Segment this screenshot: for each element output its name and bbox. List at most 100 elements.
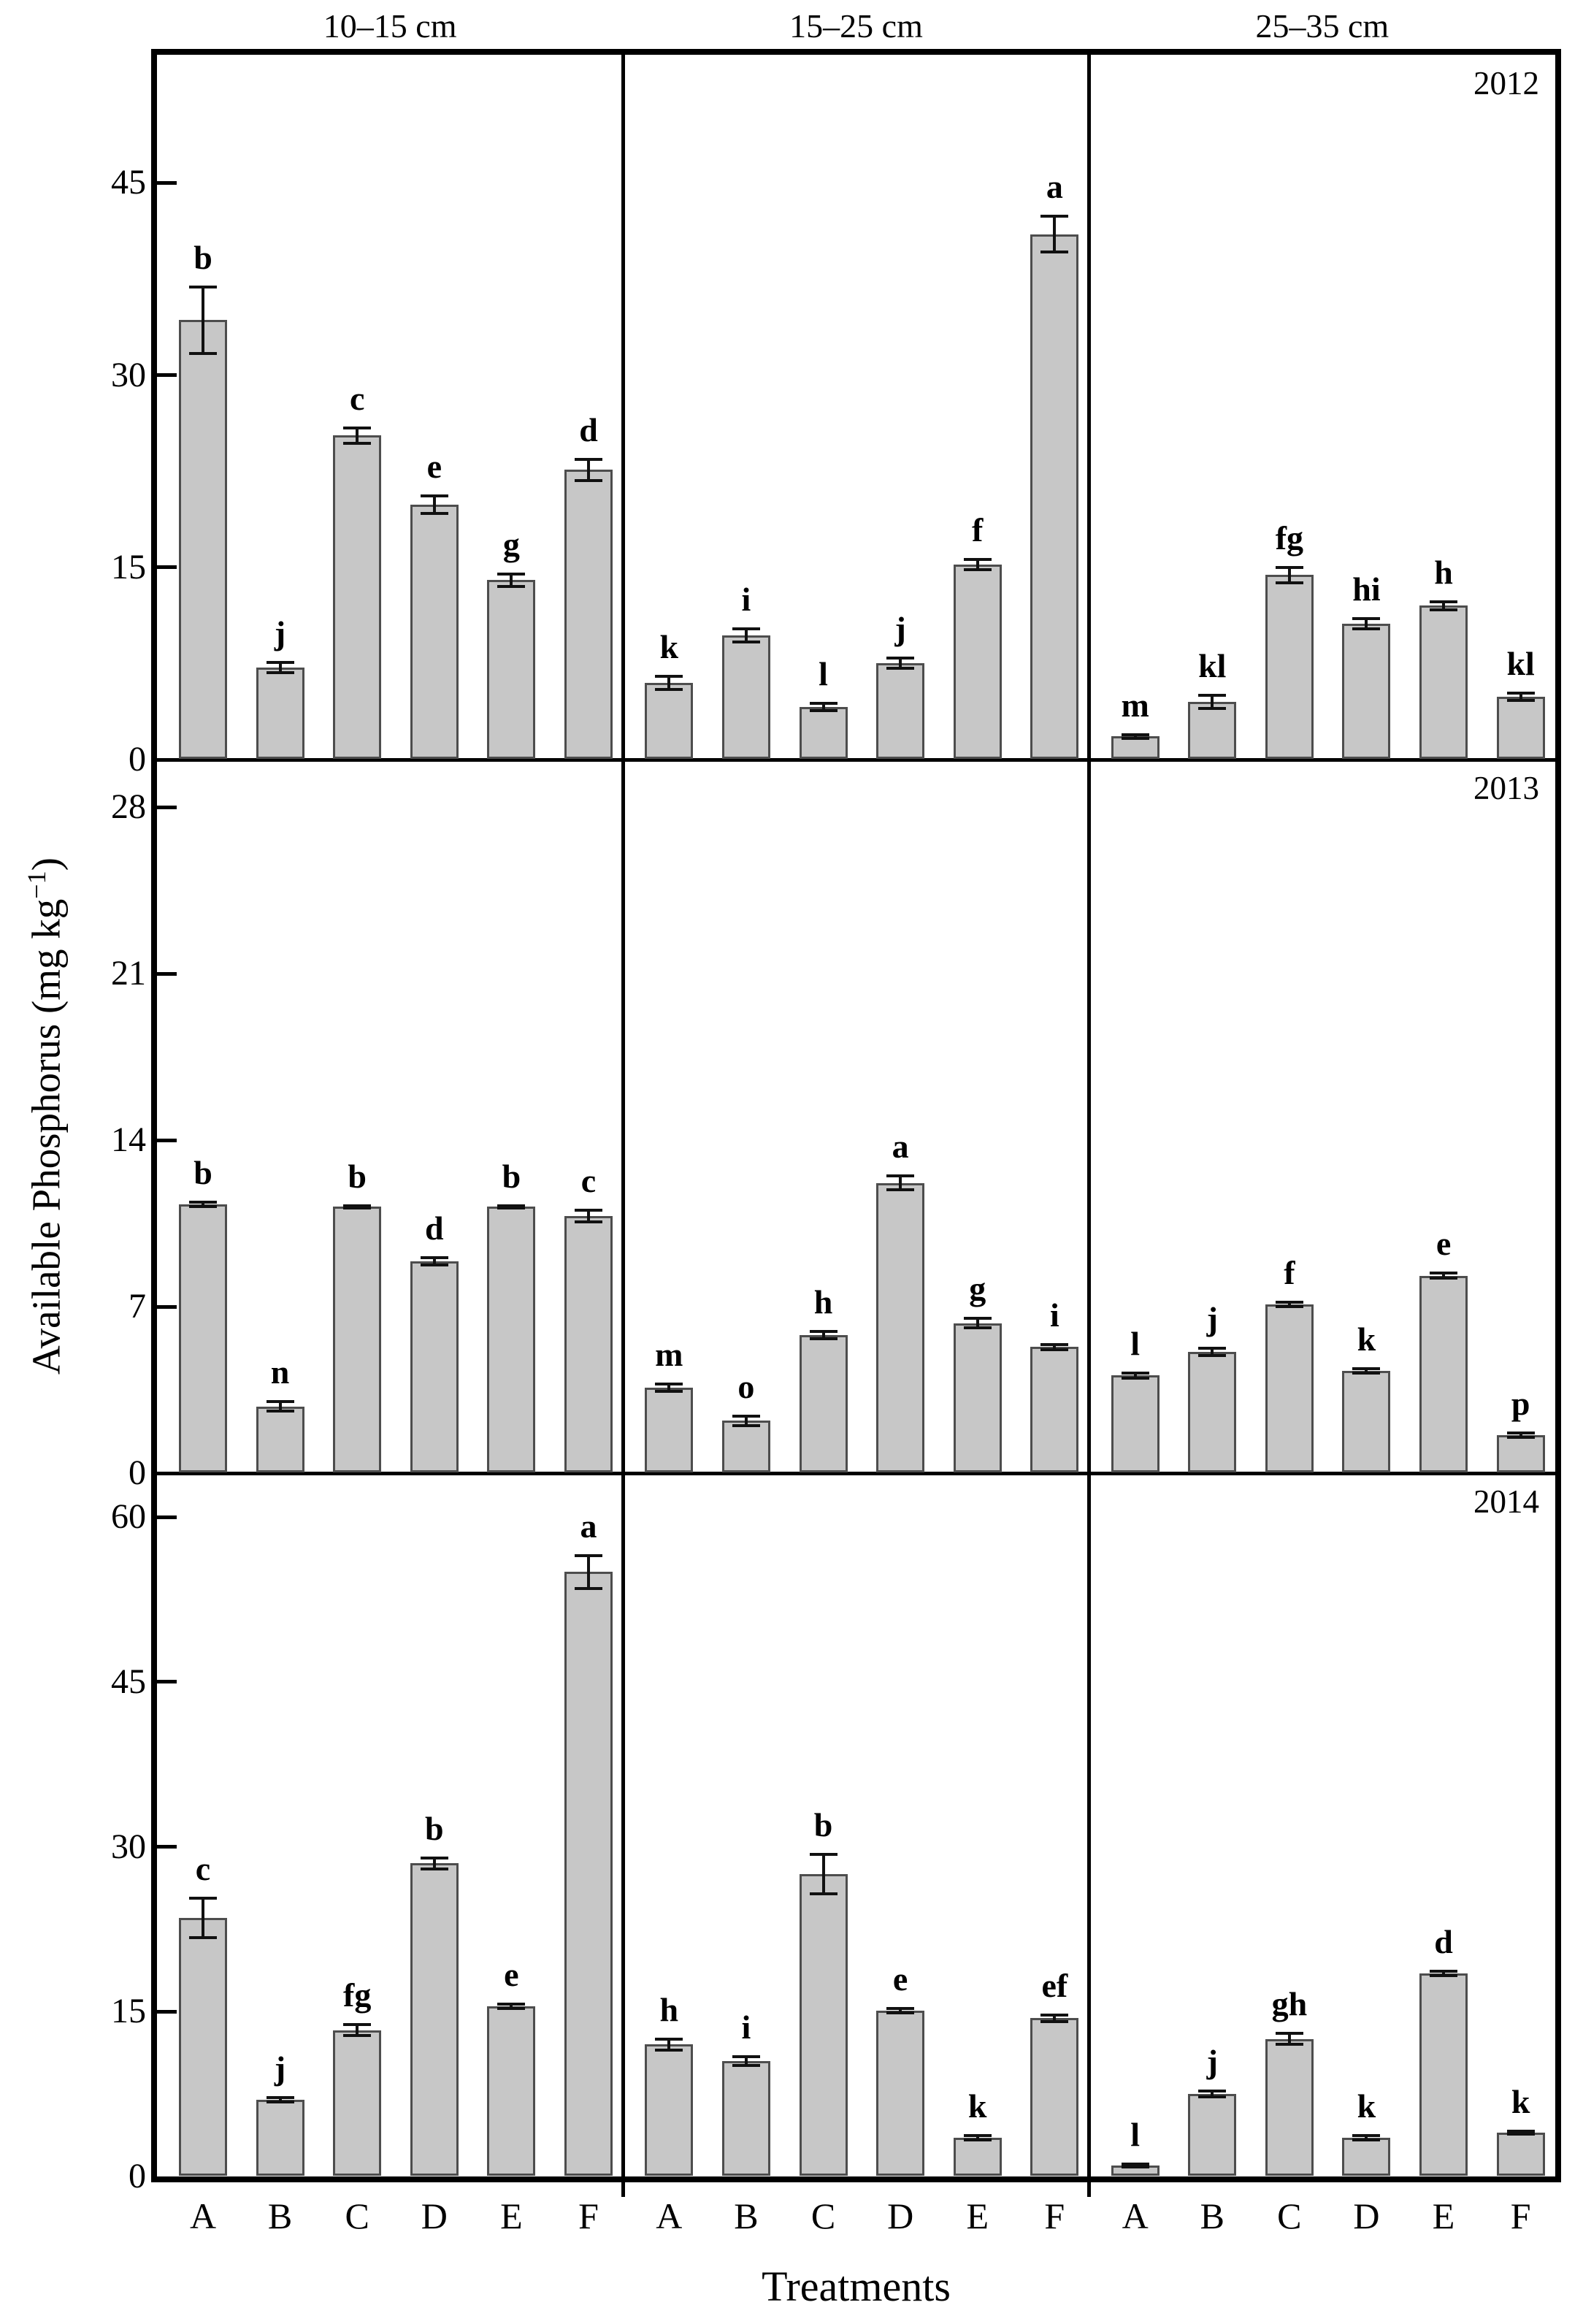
treatment-letter: B bbox=[1200, 2195, 1224, 2236]
error-bar-cap-bottom bbox=[809, 1892, 838, 1896]
significance-letter: e bbox=[426, 447, 442, 485]
error-bar-cap-bottom bbox=[575, 1220, 602, 1224]
error-bar-cap-top bbox=[1121, 1372, 1149, 1375]
bar bbox=[256, 2099, 304, 2176]
error-bar bbox=[432, 1857, 436, 1869]
error-bar bbox=[1287, 1301, 1291, 1307]
error-bar-cap-bottom bbox=[1506, 699, 1535, 703]
bar bbox=[333, 435, 382, 759]
y-tick-label: 0 bbox=[129, 2157, 146, 2195]
error-bar bbox=[1442, 1971, 1446, 1976]
significance-letter: e bbox=[892, 1960, 908, 1998]
error-bar-cap-top bbox=[1040, 2013, 1069, 2017]
error-bar-cap-top bbox=[1121, 733, 1149, 736]
treatment-letter: C bbox=[1277, 2195, 1302, 2236]
treatment-letter: F bbox=[578, 2195, 599, 2236]
y-tick-label: 15 bbox=[111, 1992, 146, 2031]
error-bar bbox=[976, 559, 979, 570]
error-bar bbox=[821, 703, 825, 711]
significance-letter: j bbox=[1206, 2043, 1218, 2081]
y-tick-label: 45 bbox=[111, 1662, 146, 1701]
significance-letter: c bbox=[580, 1162, 597, 1200]
bar bbox=[179, 320, 227, 759]
significance-letter: k bbox=[1357, 1320, 1376, 1358]
bar bbox=[333, 2030, 382, 2176]
error-bar-cap-bottom bbox=[1506, 1436, 1535, 1440]
treatment-letter: C bbox=[345, 2195, 369, 2236]
significance-letter: k bbox=[1357, 2087, 1376, 2125]
y-tick-mark bbox=[157, 971, 177, 976]
bar bbox=[410, 504, 459, 759]
significance-letter: e bbox=[1436, 1225, 1452, 1263]
error-bar-cap-top bbox=[189, 285, 217, 288]
significance-letter: o bbox=[737, 1367, 755, 1405]
bar bbox=[564, 1216, 613, 1472]
error-bar bbox=[1211, 695, 1214, 708]
y-tick-mark bbox=[157, 180, 177, 185]
error-bar-cap-top bbox=[1506, 2129, 1535, 2133]
bar bbox=[1342, 1370, 1391, 1472]
error-bar bbox=[1519, 692, 1522, 701]
bar bbox=[487, 2006, 536, 2176]
treatment-letter: C bbox=[810, 2195, 836, 2236]
error-bar bbox=[202, 1201, 204, 1207]
y-tick-mark bbox=[157, 1304, 177, 1309]
significance-letter: a bbox=[892, 1127, 909, 1165]
error-bar-cap-top bbox=[1198, 2090, 1227, 2093]
error-bar bbox=[587, 1555, 590, 1589]
error-bar-cap-top bbox=[963, 558, 992, 562]
y-tick-label: 28 bbox=[111, 787, 146, 827]
significance-letter: j bbox=[274, 2049, 286, 2087]
significance-letter: d bbox=[579, 411, 598, 449]
error-bar-cap-bottom bbox=[1121, 2166, 1149, 2169]
y-tick-label: 7 bbox=[129, 1287, 146, 1326]
significance-letter: p bbox=[1511, 1384, 1530, 1422]
bar bbox=[1030, 2018, 1079, 2176]
bar bbox=[487, 580, 536, 759]
error-bar-cap-top bbox=[886, 1174, 915, 1177]
significance-letter: g bbox=[969, 1270, 986, 1308]
significance-letter: gh bbox=[1271, 1985, 1308, 2023]
error-bar-cap-bottom bbox=[1198, 2095, 1227, 2098]
error-bar-cap-bottom bbox=[809, 1337, 838, 1340]
error-bar-cap-bottom bbox=[1040, 2019, 1069, 2023]
significance-letter: c bbox=[349, 379, 365, 417]
error-bar bbox=[744, 629, 748, 642]
bar bbox=[876, 2010, 925, 2176]
error-bar bbox=[899, 658, 902, 669]
error-bar bbox=[202, 286, 204, 353]
bar bbox=[179, 1918, 227, 2176]
bar bbox=[876, 663, 925, 759]
y-tick-mark bbox=[157, 565, 177, 570]
bar bbox=[179, 1204, 227, 1472]
error-bar bbox=[976, 2136, 979, 2141]
error-bar-cap-bottom bbox=[420, 512, 448, 516]
error-bar-cap-top bbox=[497, 572, 526, 576]
bar bbox=[1030, 234, 1079, 759]
error-bar-cap-bottom bbox=[963, 1326, 992, 1330]
error-bar-cap-bottom bbox=[420, 1264, 448, 1267]
significance-letter: b bbox=[425, 1809, 444, 1847]
column-title: 10–15 cm bbox=[323, 7, 457, 45]
error-bar bbox=[356, 2025, 359, 2036]
significance-letter: b bbox=[193, 1153, 212, 1191]
error-bar-cap-bottom bbox=[266, 2100, 294, 2103]
bar bbox=[1342, 624, 1391, 759]
bar bbox=[953, 1323, 1002, 1472]
error-bar-cap-top bbox=[343, 426, 372, 429]
treatment-letter: F bbox=[1510, 2195, 1531, 2236]
error-bar bbox=[278, 2097, 282, 2102]
error-bar-cap-top bbox=[497, 2002, 526, 2006]
y-tick-label: 30 bbox=[111, 355, 146, 394]
year-label: 2013 bbox=[1473, 770, 1539, 806]
error-bar-cap-bottom bbox=[1275, 581, 1303, 584]
error-bar-cap-bottom bbox=[1352, 2138, 1381, 2142]
error-bar-cap-top bbox=[1275, 565, 1303, 569]
significance-letter: j bbox=[1206, 1300, 1218, 1338]
bar bbox=[1188, 1351, 1237, 1472]
significance-letter: i bbox=[741, 2008, 751, 2046]
error-bar-cap-top bbox=[809, 1853, 838, 1857]
error-bar-cap-bottom bbox=[1275, 1305, 1303, 1309]
y-tick-label: 15 bbox=[111, 547, 146, 586]
significance-letter: hi bbox=[1352, 570, 1381, 608]
